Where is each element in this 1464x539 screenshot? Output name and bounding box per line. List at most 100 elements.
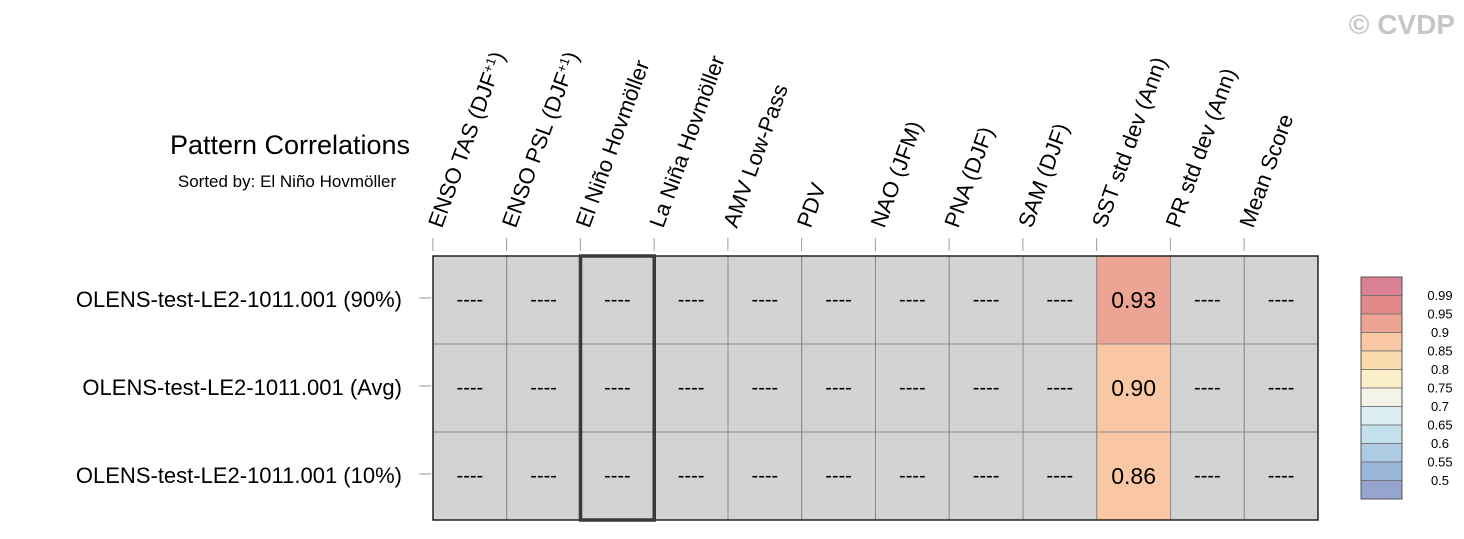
chart-subtitle: Sorted by: El Niño Hovmöller — [178, 172, 397, 191]
colorbar-swatch — [1360, 369, 1403, 389]
cell-value-label: ---- — [457, 289, 484, 311]
heatmap-cell — [727, 343, 803, 433]
colorbar-swatch — [1360, 424, 1403, 444]
column-label-text: SAM (DJF) — [1013, 120, 1074, 231]
heatmap-cell — [875, 343, 950, 433]
heatmap-cell — [1096, 343, 1171, 433]
heatmap-cell — [727, 255, 803, 345]
colorbar-tick-label: 0.85 — [1427, 344, 1452, 359]
column-label-text: AMV Low-Pass — [718, 81, 793, 231]
column-label: PDV — [792, 179, 831, 230]
colorbar-tick-label: 0.6 — [1431, 436, 1449, 451]
column-label: La Niña Hovmöller — [644, 52, 729, 231]
heatmap-cell — [432, 343, 508, 433]
cell-value-label: ---- — [752, 465, 779, 487]
colorbar-tick-label: 0.55 — [1427, 455, 1452, 470]
row-labels: OLENS-test-LE2-1011.001 (90%) OLENS-test-… — [76, 287, 431, 488]
cell-value-label: ---- — [678, 465, 705, 487]
cell-value-label: ---- — [457, 465, 484, 487]
cell-value-label: ---- — [899, 377, 926, 399]
cell-value-label: ---- — [899, 289, 926, 311]
column-label: El Niño Hovmöller — [571, 57, 655, 231]
heatmap-cell — [1170, 343, 1245, 433]
cell-value-label: ---- — [457, 377, 484, 399]
cell-value-label: ---- — [1047, 377, 1074, 399]
heatmap-cell — [432, 255, 508, 345]
colorbar-swatch — [1360, 350, 1403, 370]
heatmap-cell — [948, 343, 1024, 433]
heatmap-cell — [1243, 255, 1319, 345]
colorbar-swatch — [1360, 387, 1403, 407]
column-label-text: PNA (DJF) — [939, 123, 998, 230]
column-label-text: PR std dev (Ann) — [1161, 65, 1242, 231]
colorbar-tick-label: 0.95 — [1427, 307, 1452, 322]
column-label: SAM (DJF) — [1013, 120, 1074, 231]
colorbar-swatch — [1360, 313, 1403, 333]
colorbar-swatch — [1360, 443, 1403, 463]
column-label-text: El Niño Hovmöller — [571, 57, 655, 231]
column-label: PNA (DJF) — [939, 123, 998, 230]
colorbar-tick-label: 0.65 — [1427, 418, 1452, 433]
colorbar-swatch — [1360, 295, 1403, 315]
cell-value-label: ---- — [825, 289, 852, 311]
cell-value-label: ---- — [825, 465, 852, 487]
heatmap-cell — [801, 255, 876, 345]
colorbar-border — [1360, 276, 1403, 500]
cell-value-label: ---- — [752, 377, 779, 399]
cell-value-label: ---- — [604, 465, 631, 487]
column-label: AMV Low-Pass — [718, 81, 793, 231]
column-label-text: SST std dev (Ann) — [1087, 54, 1172, 231]
cell-value-label: ---- — [1194, 465, 1221, 487]
heatmap-cell — [580, 431, 655, 521]
chart-title: Pattern Correlations — [170, 130, 410, 160]
colorbar-tick-label: 0.9 — [1431, 325, 1449, 340]
column-labels: ENSO TAS (DJF+1)ENSO PSL (DJF+1)El Niño … — [423, 48, 1298, 251]
cell-value-label: ---- — [1268, 377, 1295, 399]
heatmap-cell — [948, 255, 1024, 345]
column-label: ENSO PSL (DJF+1) — [497, 48, 584, 231]
row-label: OLENS-test-LE2-1011.001 (10%) — [76, 463, 402, 488]
cell-value-label: 0.86 — [1111, 463, 1156, 489]
heatmap-cell — [432, 431, 508, 521]
cell-value-label: ---- — [1047, 465, 1074, 487]
row-label: OLENS-test-LE2-1011.001 (Avg) — [82, 375, 402, 400]
cell-value-label: ---- — [1268, 289, 1295, 311]
column-label-superscript: +1 — [479, 55, 498, 74]
column-label: ENSO TAS (DJF+1) — [423, 48, 510, 231]
colorbar-tick-label: 0.99 — [1427, 288, 1452, 303]
heatmap-cell — [1243, 431, 1319, 521]
cell-value-label: ---- — [752, 289, 779, 311]
cell-value-label: ---- — [678, 289, 705, 311]
cell-value-label: ---- — [1194, 377, 1221, 399]
column-label: SST std dev (Ann) — [1087, 54, 1172, 231]
heatmap-cell — [801, 343, 876, 433]
heatmap-cell — [1096, 255, 1171, 345]
colorbar-tick-label: 0.8 — [1431, 362, 1449, 377]
sorted-column-highlight — [578, 254, 656, 522]
cell-value-label: ---- — [604, 289, 631, 311]
colorbar-tick-label: 0.7 — [1431, 399, 1449, 414]
cell-value-label: ---- — [530, 289, 557, 311]
colorbar-swatch — [1360, 332, 1403, 352]
colorbar: 0.99 0.95 0.9 0.85 0.8 0.75 0.7 0.65 0.6 0.55 0.5 — [1360, 276, 1453, 500]
cell-value-label: 0.90 — [1111, 375, 1156, 401]
cell-value-label: ---- — [530, 465, 557, 487]
cell-value-label: ---- — [825, 377, 852, 399]
colorbar-swatch — [1360, 406, 1403, 426]
heatmap-cell — [875, 431, 950, 521]
cell-value-label: ---- — [973, 377, 1000, 399]
column-label-text: ENSO TAS (DJF — [423, 69, 502, 231]
column-label-text: Mean Score — [1234, 111, 1298, 231]
heatmap-cell — [727, 431, 803, 521]
cell-value-label: ---- — [530, 377, 557, 399]
column-label-text: NAO (JFM) — [866, 118, 928, 231]
watermark: © CVDP — [1349, 9, 1455, 40]
row-label: OLENS-test-LE2-1011.001 (90%) — [76, 287, 402, 312]
heatmap-grid: ---- ---- ---- ---- ---- ---- ---- ---- ---- 0.93… — [432, 254, 1319, 522]
heatmap-cell — [653, 255, 729, 345]
cell-value-label: ---- — [1047, 289, 1074, 311]
cell-value-label: ---- — [604, 377, 631, 399]
cell-value-label: ---- — [899, 465, 926, 487]
column-label-superscript: +1 — [553, 55, 572, 74]
